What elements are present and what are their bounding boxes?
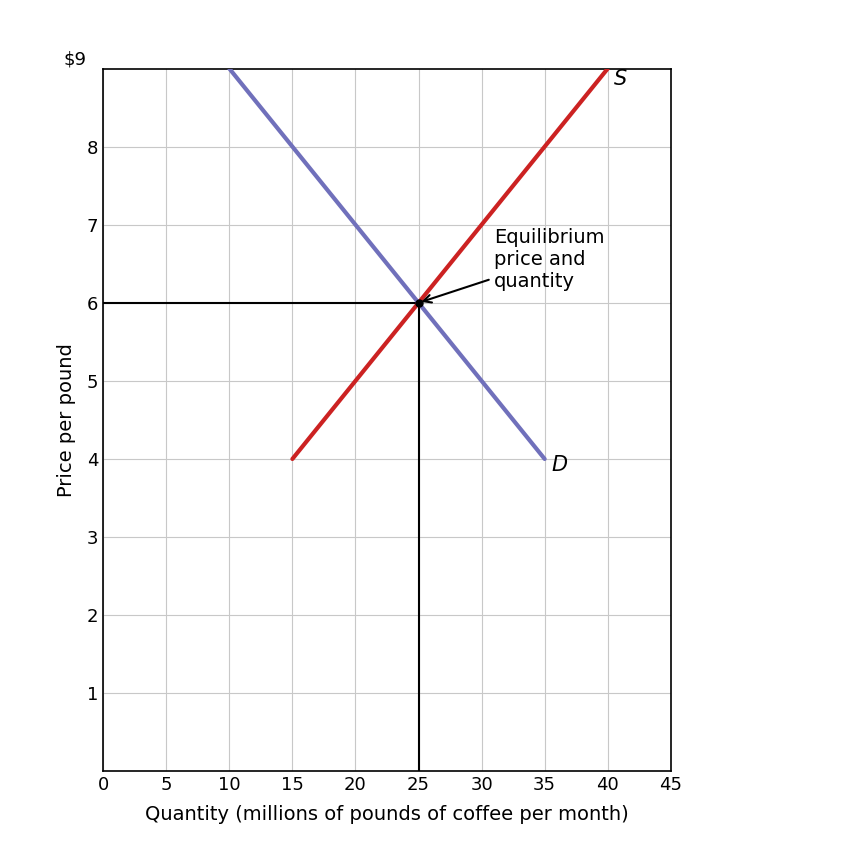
Text: $9: $9: [64, 51, 87, 69]
Y-axis label: Price per pound: Price per pound: [57, 343, 76, 497]
Text: D: D: [551, 455, 567, 475]
Text: Equilibrium
price and
quantity: Equilibrium price and quantity: [423, 228, 605, 303]
X-axis label: Quantity (millions of pounds of coffee per month): Quantity (millions of pounds of coffee p…: [145, 806, 629, 824]
Text: S: S: [614, 69, 627, 88]
